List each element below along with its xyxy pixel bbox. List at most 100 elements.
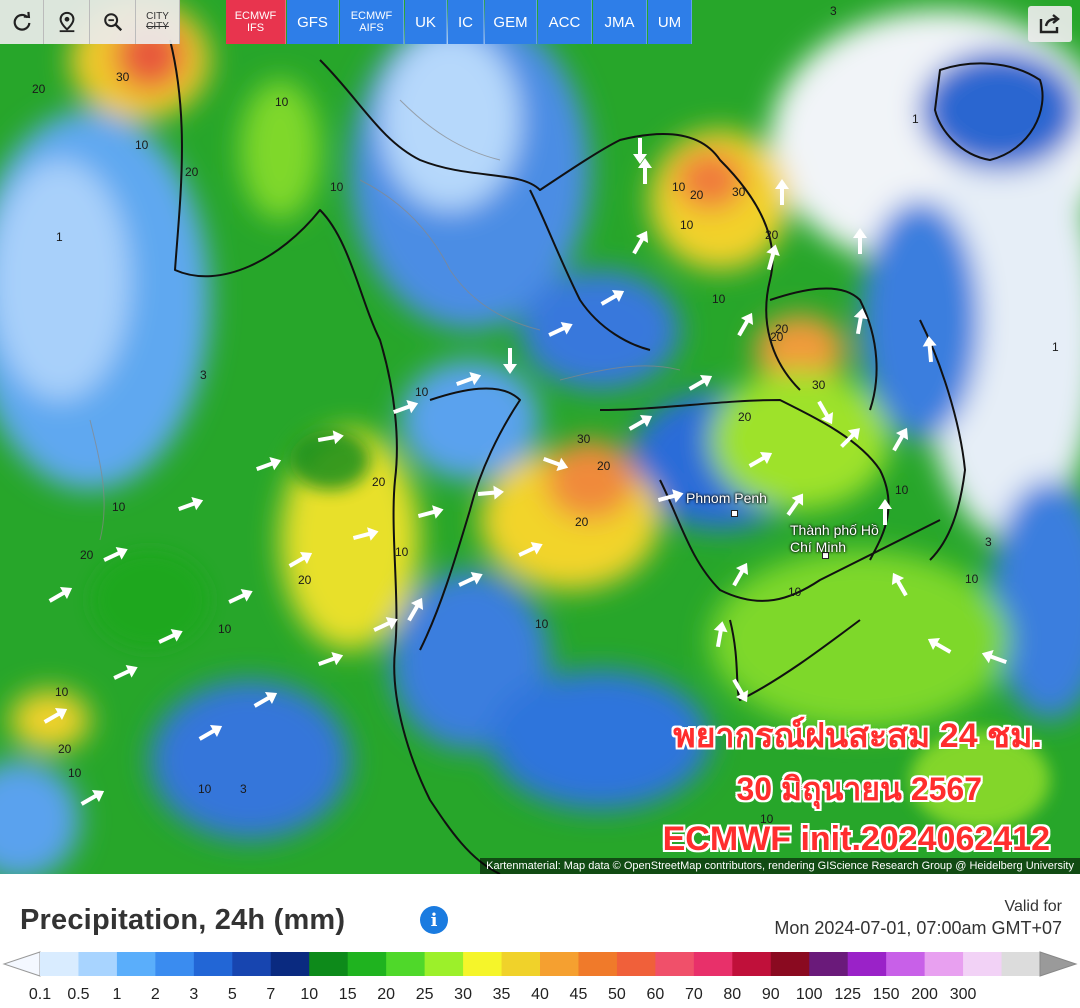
wind-arrow: [317, 430, 344, 445]
scale-tick-label: 25: [415, 986, 434, 1003]
map-layer: [0, 0, 1080, 874]
scale-tick-label: 35: [492, 986, 511, 1003]
scale-tick-label: 125: [834, 986, 862, 1003]
scale-tick-label: 150: [872, 986, 900, 1003]
map-value-label: 20: [690, 188, 704, 202]
map-value-label: 3: [200, 368, 207, 382]
map-value-label: 10: [218, 622, 232, 636]
wind-arrow: [373, 616, 398, 632]
zoom-out-icon: [103, 13, 122, 32]
map-value-label: 10: [275, 95, 289, 109]
model-tab-acc[interactable]: ACC: [538, 0, 592, 44]
map-value-label: 10: [895, 483, 909, 497]
scale-min-arrow: [2, 951, 41, 977]
wind-arrow: [775, 179, 789, 205]
map-value-label: 20: [597, 459, 611, 473]
map-value-label: 3: [240, 782, 247, 796]
wind-arrow: [786, 493, 804, 516]
scale-tick-label: 70: [684, 986, 703, 1003]
share-button[interactable]: [1028, 6, 1072, 42]
scale-tick-label: 3: [189, 986, 199, 1003]
wind-arrow: [853, 308, 868, 335]
color-scale-bar: [2, 951, 1078, 977]
wind-arrow: [158, 628, 183, 644]
locate-button[interactable]: [44, 0, 90, 44]
model-tab-gfs[interactable]: GFS: [287, 0, 339, 44]
wind-arrow: [548, 321, 573, 337]
scale-max-arrow: [1039, 951, 1078, 977]
scale-swatch: [924, 952, 964, 976]
precipitation-map[interactable]: 30 20 10 1 3 10 20 10 20 30 10 20 10 20 …: [0, 0, 1080, 874]
scale-swatch: [424, 952, 464, 976]
city-label-ho-chi-minh: Thành phố Hồ Chí Minh: [790, 522, 879, 555]
city-marker: [822, 552, 829, 559]
wind-arrow: [393, 400, 419, 414]
legend-title: Precipitation, 24h (mm): [20, 904, 346, 936]
model-tab-ecmwf-ifs[interactable]: ECMWF IFS: [226, 0, 286, 44]
wind-arrow: [732, 678, 749, 703]
map-value-label: 20: [80, 548, 94, 562]
model-tab-gem[interactable]: GEM: [485, 0, 537, 44]
wind-arrow: [458, 571, 483, 587]
model-tab-um[interactable]: UM: [648, 0, 692, 44]
wind-arrow: [878, 499, 892, 525]
info-icon[interactable]: i: [420, 906, 448, 934]
scale-tick-label: 300: [949, 986, 977, 1003]
scale-tick-label: 45: [569, 986, 588, 1003]
map-value-label: 10: [55, 685, 69, 699]
map-value-label: 30: [732, 185, 746, 199]
scale-swatch: [732, 952, 772, 976]
wind-arrow: [766, 244, 780, 271]
map-value-label: 10: [135, 138, 149, 152]
map-value-label: 10: [112, 500, 126, 514]
scale-tick-label: 40: [531, 986, 549, 1003]
wind-arrow: [628, 414, 653, 431]
scale-tick-label: 50: [608, 986, 626, 1003]
scale-tick-label: 200: [911, 986, 938, 1003]
scale-tick-label: 5: [227, 986, 237, 1003]
scale-tick-label: 15: [338, 986, 357, 1003]
wind-arrow: [927, 637, 952, 654]
wind-arrow: [840, 428, 860, 448]
map-value-label: 30: [116, 70, 130, 84]
model-tab-jma[interactable]: JMA: [593, 0, 647, 44]
map-value-label: 20: [770, 330, 784, 344]
wind-arrow: [713, 621, 728, 648]
map-value-label: 10: [330, 180, 344, 194]
scale-swatch: [40, 952, 79, 976]
wind-arrow: [256, 457, 282, 471]
wind-arrow: [318, 652, 344, 666]
city-toggle-label-off: CITY: [146, 21, 169, 32]
overlay-forecast-date: 30 มิถุนายน 2567: [736, 771, 983, 807]
map-value-label: 1: [1052, 340, 1059, 354]
model-tab-ic[interactable]: IC: [448, 0, 484, 44]
wind-arrow: [503, 348, 517, 374]
map-value-label: 20: [185, 165, 199, 179]
model-tab-ecmwf-aifs[interactable]: ECMWF AIFS: [340, 0, 404, 44]
scale-tick-label: 90: [761, 986, 780, 1003]
wind-arrow: [80, 789, 105, 806]
zoom-out-button[interactable]: [90, 0, 136, 44]
scale-swatch: [501, 952, 541, 976]
overlay-forecast-title: พยากรณ์ฝนสะสม 24 ชม.: [673, 717, 1042, 755]
scale-tick-label: 10: [300, 986, 319, 1003]
map-value-label: 3: [985, 535, 992, 549]
scale-tick-label: 30: [454, 986, 472, 1003]
city-toggle-button[interactable]: CITY CITY: [136, 0, 180, 44]
scale-tick-label: 1: [112, 986, 122, 1003]
wind-arrows-layer: [43, 138, 1007, 806]
city-label-phnom-penh: Phnom Penh: [686, 490, 767, 506]
model-tab-uk[interactable]: UK: [405, 0, 447, 44]
refresh-button[interactable]: [0, 0, 44, 44]
wind-arrow: [638, 158, 652, 184]
wind-arrow: [43, 707, 68, 724]
map-value-label: 10: [760, 812, 774, 826]
scale-swatch: [616, 952, 656, 976]
wind-arrow: [253, 691, 278, 708]
location-pin-icon: [59, 11, 74, 33]
wind-arrow: [981, 650, 1007, 664]
scale-tick-label: 2: [150, 986, 160, 1003]
map-value-label: 30: [577, 432, 591, 446]
scale-swatch: [193, 952, 233, 976]
color-scale-ticks: 0.1 0.5 1 2 3 5 7 10 15 20 25 30 35 40 45 50 60 70 80 90 100…: [0, 986, 1080, 1006]
